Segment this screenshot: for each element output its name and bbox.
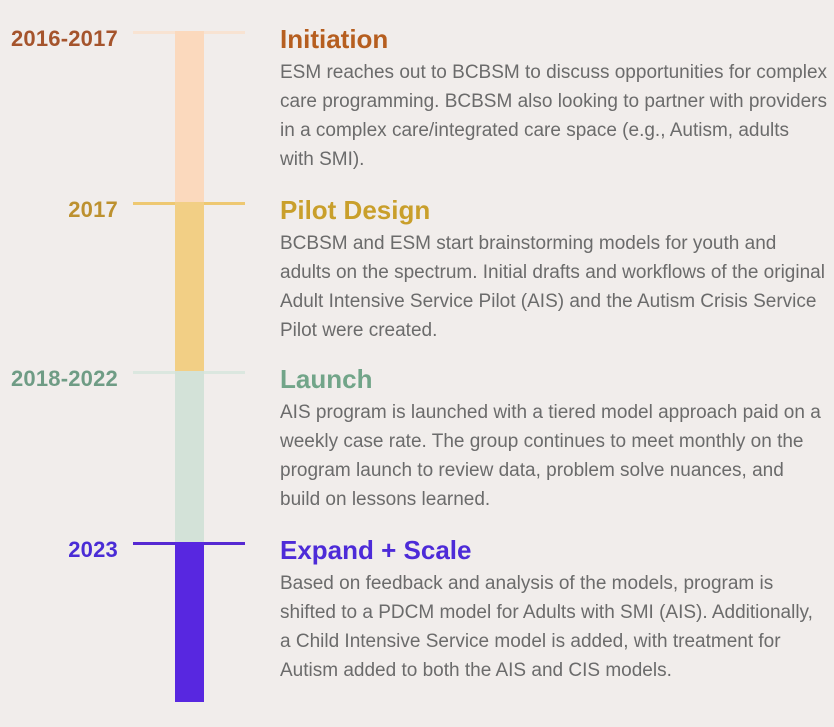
phase-bar-segment [175, 31, 204, 202]
phase-title: Pilot Design [280, 195, 431, 225]
phase-bar-segment [175, 371, 204, 542]
phase-description: ESM reaches out to BCBSM to discuss oppo… [280, 62, 828, 170]
phase-content: Launch AIS program is launched with a ti… [280, 363, 828, 514]
phase-description: Based on feedback and analysis of the mo… [280, 573, 813, 681]
phase-year-label: 2023 [68, 537, 118, 562]
phase-content: Initiation ESM reaches out to BCBSM to d… [280, 23, 828, 174]
phase-content: Pilot Design BCBSM and ESM start brainst… [280, 194, 828, 345]
phase-title: Launch [280, 364, 373, 394]
phase-bar-segment [175, 202, 204, 371]
timeline-phase-launch: 2018-2022 Launch AIS program is launched… [0, 364, 834, 542]
phase-year-label: 2018-2022 [10, 366, 118, 391]
timeline-phase-initiation: 2016-2017 Initiation ESM reaches out to … [0, 24, 834, 202]
timeline-phase-expand-scale: 2023 Expand + Scale Based on feedback an… [0, 535, 834, 702]
timeline-phase-pilot-design: 2017 Pilot Design BCBSM and ESM start br… [0, 195, 834, 371]
phase-year-label: 2016-2017 [10, 26, 118, 51]
phase-bar-segment [175, 542, 204, 702]
phase-content: Expand + Scale Based on feedback and ana… [280, 534, 828, 685]
phase-title: Initiation [280, 24, 389, 54]
phase-description: AIS program is launched with a tiered mo… [280, 402, 821, 510]
phase-year-label: 2017 [68, 197, 118, 222]
phase-title: Expand + Scale [280, 535, 472, 565]
phase-description: BCBSM and ESM start brainstorming models… [280, 233, 825, 341]
